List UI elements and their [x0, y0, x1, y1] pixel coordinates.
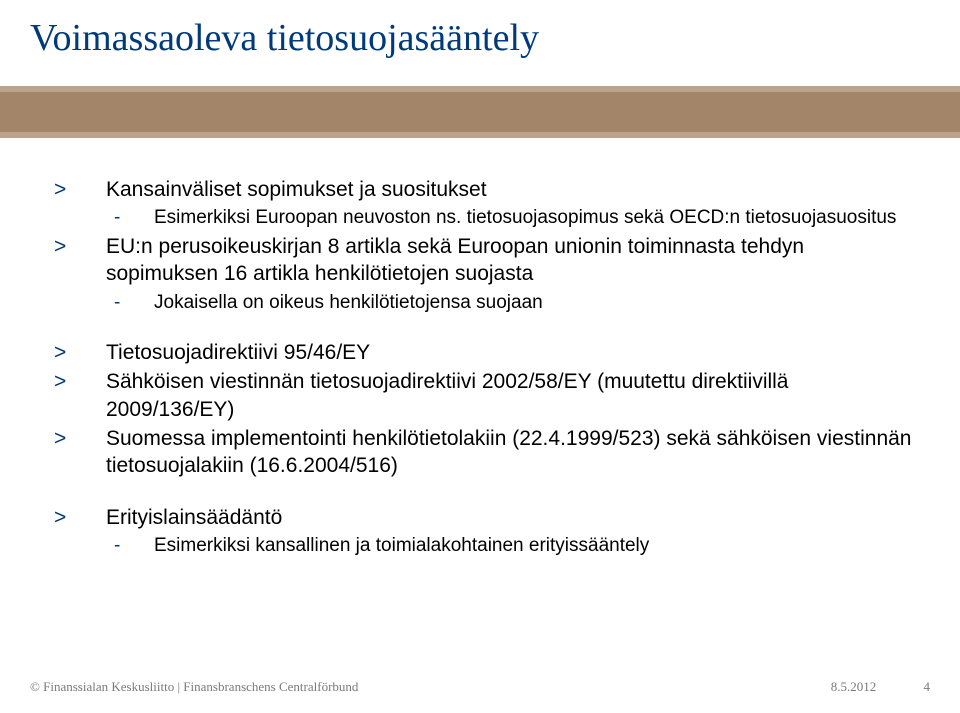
chevron-icon: > [54, 425, 106, 452]
slide: Voimassaoleva tietosuojasääntely > Kansa… [0, 0, 960, 713]
page-title: Voimassaoleva tietosuojasääntely [30, 16, 539, 60]
footer-right: 8.5.2012 4 [831, 679, 930, 695]
bullet-l2: - Jokaisella on oikeus henkilötietojensa… [54, 290, 920, 316]
body-text: Esimerkiksi kansallinen ja toimialakohta… [154, 533, 649, 559]
chevron-icon: > [54, 339, 106, 366]
band-inner [0, 92, 960, 132]
bullet-l1: > Kansainväliset sopimukset ja suosituks… [54, 176, 920, 203]
content-area: > Kansainväliset sopimukset ja suosituks… [54, 176, 920, 561]
chevron-icon: > [54, 233, 106, 260]
bullet-l2: - Esimerkiksi Euroopan neuvoston ns. tie… [54, 205, 920, 231]
chevron-icon: > [54, 368, 106, 395]
body-text: Esimerkiksi Euroopan neuvoston ns. tieto… [154, 205, 896, 231]
body-text: EU:n perusoikeuskirjan 8 artikla sekä Eu… [106, 233, 920, 288]
bullet-l1: > Sähköisen viestinnän tietosuojadirekti… [54, 368, 920, 423]
footer-copyright: © Finanssialan Keskusliitto | Finansbran… [30, 679, 358, 695]
footer: © Finanssialan Keskusliitto | Finansbran… [30, 679, 930, 695]
bullet-l2: - Esimerkiksi kansallinen ja toimialakoh… [54, 533, 920, 559]
body-text: Kansainväliset sopimukset ja suositukset [106, 176, 487, 203]
dash-icon: - [106, 533, 154, 559]
body-text: Jokaisella on oikeus henkilötietojensa s… [154, 290, 543, 316]
body-text: Sähköisen viestinnän tietosuojadirektiiv… [106, 368, 920, 423]
spacer [54, 317, 920, 339]
footer-date: 8.5.2012 [831, 679, 877, 694]
footer-pagenum: 4 [924, 679, 931, 694]
bullet-l1: > Tietosuojadirektiivi 95/46/EY [54, 339, 920, 366]
body-text: Erityislainsäädäntö [106, 504, 282, 531]
chevron-icon: > [54, 176, 106, 203]
bullet-l1: > Erityislainsäädäntö [54, 504, 920, 531]
spacer [54, 482, 920, 504]
dash-icon: - [106, 205, 154, 231]
dash-icon: - [106, 290, 154, 316]
bullet-l1: > EU:n perusoikeuskirjan 8 artikla sekä … [54, 233, 920, 288]
bullet-l1: > Suomessa implementointi henkilötietola… [54, 425, 920, 480]
chevron-icon: > [54, 504, 106, 531]
header-band [0, 86, 960, 138]
body-text: Suomessa implementointi henkilötietolaki… [106, 425, 920, 480]
body-text: Tietosuojadirektiivi 95/46/EY [106, 339, 370, 366]
